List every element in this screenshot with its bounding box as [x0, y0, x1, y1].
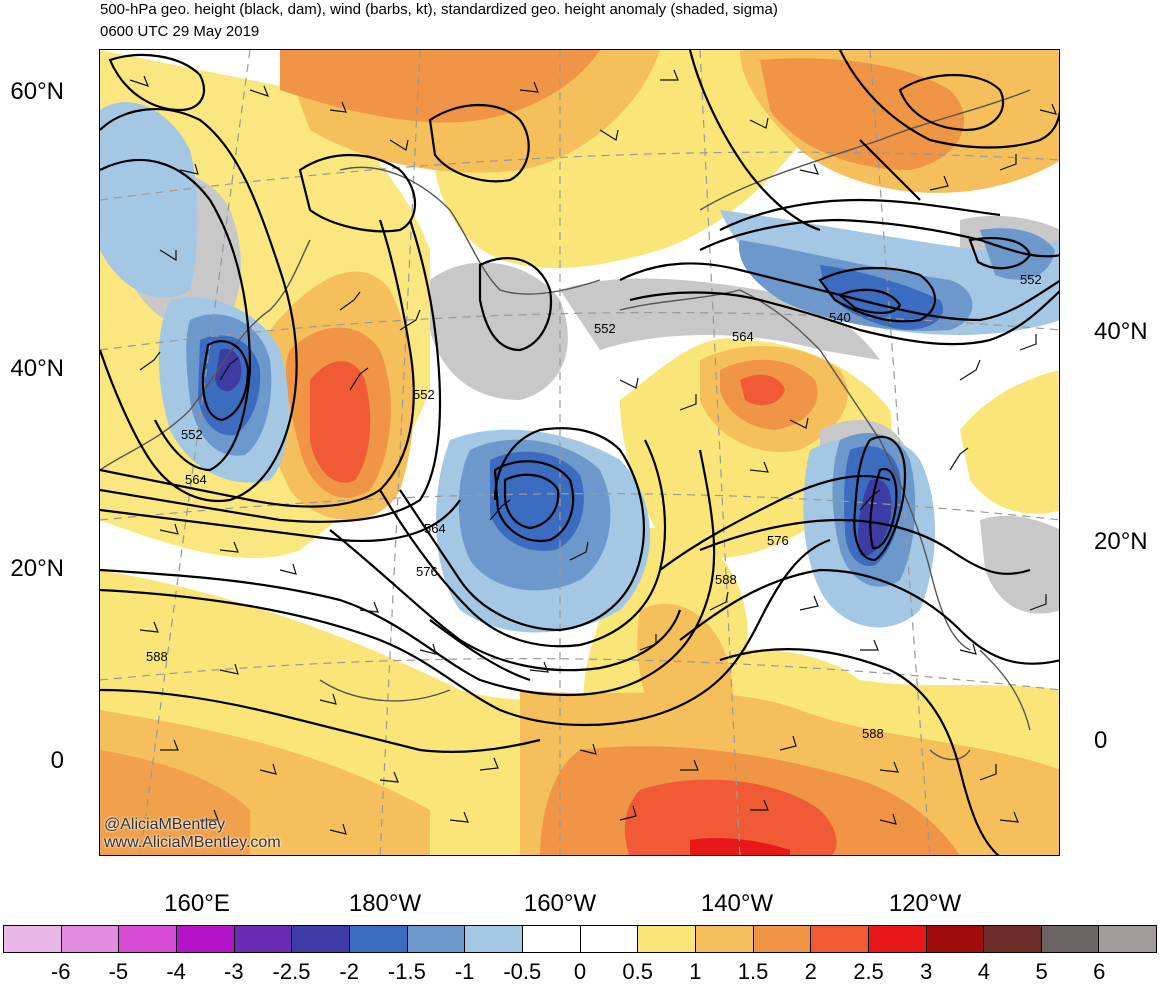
colorbar-cell	[926, 926, 985, 952]
contour-label: 552	[181, 427, 203, 442]
map-title: 500-hPa geo. height (black, dam), wind (…	[100, 1, 778, 18]
contour-labels: 552 564 552 552 564 576 564 540 552 576 …	[146, 272, 1042, 741]
colorbar-cell	[4, 926, 62, 952]
colorbar	[3, 925, 1157, 953]
lat-label-40n-right: 40°N	[1094, 318, 1148, 345]
colorbar-label: -1	[454, 959, 475, 984]
wind-barbs	[129, 69, 1057, 835]
contour-label: 552	[413, 387, 435, 402]
credit-website: www.AliciaMBentley.com	[104, 834, 281, 851]
contour-label: 540	[829, 310, 851, 325]
lon-label-180w: 180°W	[348, 890, 422, 917]
lat-label-60n: 60°N	[10, 78, 64, 105]
colorbar-label: -1.5	[387, 959, 426, 984]
colorbar-cell	[176, 926, 235, 952]
lon-label-160e: 160°E	[164, 890, 230, 917]
height-contours	[100, 50, 1059, 855]
contour-label: 552	[594, 321, 616, 336]
contour-label: 564	[732, 329, 754, 344]
colorbar-cell	[753, 926, 812, 952]
colorbar-cell	[811, 926, 869, 952]
colorbar-label: 5	[1035, 959, 1048, 984]
contour-label: 564	[185, 472, 207, 487]
colorbar-cell	[695, 926, 754, 952]
colorbar-cell	[119, 926, 177, 952]
colorbar-label: 1	[689, 959, 702, 984]
colorbar-label: -2.5	[272, 959, 311, 984]
map-valid-time: 0600 UTC 29 May 2019	[100, 23, 260, 40]
colorbar-label: 4	[977, 959, 991, 984]
colorbar-cell	[292, 926, 350, 952]
colorbar-label: -0.5	[503, 959, 542, 984]
lat-label-40n: 40°N	[10, 355, 64, 382]
colorbar-label: 2	[804, 959, 817, 984]
anomaly-shading	[100, 50, 1059, 855]
colorbar-label: -4	[166, 959, 186, 984]
colorbar-cell	[1041, 926, 1100, 952]
lon-label-140w: 140°W	[700, 890, 774, 917]
colorbar-cell	[638, 926, 696, 952]
colorbar-cell	[234, 926, 293, 952]
colorbar-cell	[984, 926, 1042, 952]
lon-label-160w: 160°W	[523, 890, 597, 917]
lat-label-eq: 0	[50, 747, 64, 774]
credit-handle: @AliciaMBentley	[104, 816, 226, 833]
colorbar-cell	[61, 926, 120, 952]
colorbar-label: -5	[108, 959, 129, 984]
lat-label-eq-right: 0	[1094, 727, 1108, 754]
lon-label-120w: 120°W	[888, 890, 962, 917]
colorbar-cell	[465, 926, 523, 952]
colorbar-cell	[868, 926, 927, 952]
colorbar-label: 2.5	[853, 959, 884, 984]
colorbar-label: 6	[1093, 959, 1106, 984]
colorbar-label: -2	[339, 959, 359, 984]
graticule	[100, 50, 1059, 855]
colorbar-cell	[522, 926, 581, 952]
colorbar-cell	[407, 926, 466, 952]
colorbar-cell	[349, 926, 408, 952]
colorbar-label: 3	[920, 959, 933, 984]
colorbar-label: 0.5	[622, 959, 653, 984]
lat-label-20n: 20°N	[10, 555, 64, 582]
colorbar-label: -6	[50, 959, 71, 984]
lat-label-20n-right: 20°N	[1094, 528, 1148, 555]
map-panel: 552 564 552 552 564 576 564 540 552 576 …	[99, 49, 1060, 856]
contour-label: 588	[715, 572, 737, 587]
contour-label: 588	[146, 649, 168, 664]
colorbar-label: -3	[224, 959, 244, 984]
contour-label: 576	[767, 533, 789, 548]
contour-label: 564	[424, 521, 446, 536]
colorbar-label: 1.5	[737, 959, 769, 984]
colorbar-label: 0	[573, 959, 587, 984]
colorbar-cell	[580, 926, 639, 952]
contour-label: 552	[1020, 272, 1042, 287]
colorbar-cell	[1099, 926, 1157, 952]
contour-label: 576	[416, 564, 438, 579]
contour-label: 588	[862, 726, 884, 741]
